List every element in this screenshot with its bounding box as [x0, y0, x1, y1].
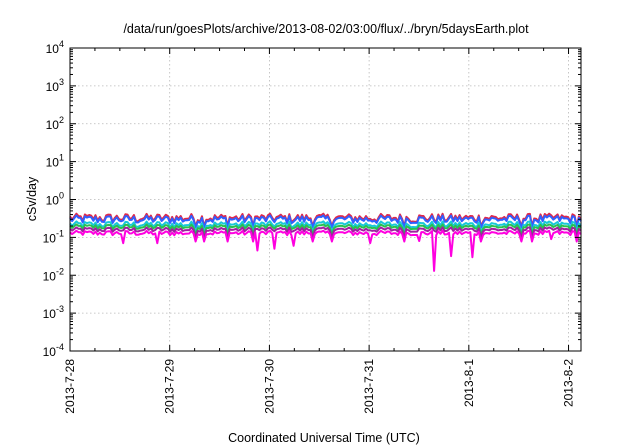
- x-tick-label: 2013-8-2: [562, 359, 576, 407]
- y-tick-label: 10-4: [43, 342, 64, 359]
- grid: [69, 48, 581, 351]
- series-group: [69, 212, 582, 272]
- x-tick-label: 2013-7-29: [163, 359, 177, 414]
- y-tick-label: 10-1: [43, 228, 64, 245]
- series-line: [69, 229, 582, 272]
- y-tick-label: 102: [46, 115, 64, 132]
- x-tick-label: 2013-7-30: [262, 359, 276, 414]
- y-tick-label: 103: [46, 77, 64, 94]
- x-tick-label: 2013-8-1: [462, 359, 476, 407]
- series-line: [69, 223, 582, 237]
- y-axis: 10-4 10-3 10-2 10-1 100 101 102 103 104: [43, 39, 581, 359]
- series-line: [69, 214, 582, 229]
- x-tick-label: 2013-7-28: [63, 359, 77, 414]
- y-axis-label: cSv/day: [25, 176, 39, 221]
- chart-title: /data/run/goesPlots/archive/2013-08-02/0…: [123, 22, 529, 36]
- y-tick-label: 10-2: [43, 266, 64, 283]
- x-axis: 2013-7-28 2013-7-29 2013-7-30 2013-7-31 2013…: [63, 48, 576, 414]
- x-axis-label: Coordinated Universal Time (UTC): [228, 431, 420, 445]
- y-tick-label: 10-3: [43, 304, 64, 321]
- y-tick-label: 101: [46, 153, 64, 170]
- series-line: [69, 226, 582, 239]
- y-tick-label: 100: [46, 191, 64, 208]
- y-tick-label: 104: [46, 39, 64, 56]
- x-tick-label: 2013-7-31: [362, 359, 376, 414]
- series-line: [69, 220, 582, 234]
